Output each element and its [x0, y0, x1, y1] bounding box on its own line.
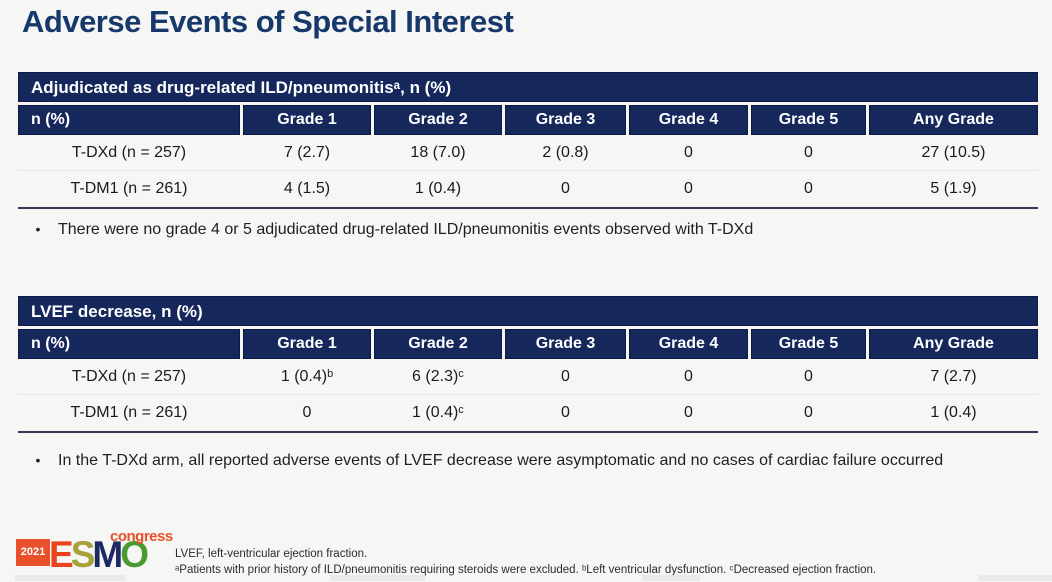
table-header-row: n (%) Grade 1 Grade 2 Grade 3 Grade 4 Gr… [18, 105, 1038, 135]
table-cell: 27 (10.5) [921, 144, 986, 161]
bottom-artifact-bar [15, 575, 125, 581]
page-title: Adverse Events of Special Interest [22, 4, 514, 39]
esmo-wordmark: ESMO [49, 533, 149, 577]
table-cell: 5 (1.9) [930, 180, 977, 197]
column-header-any-grade: Any Grade [869, 105, 1038, 135]
column-header-n-pct: n (%) [18, 329, 240, 359]
bottom-artifact-bar [978, 575, 1052, 581]
column-header-grade-5: Grade 5 [751, 105, 866, 135]
bottom-artifact-bar [642, 575, 700, 581]
table-cell: 0 [684, 180, 693, 197]
column-header-grade-3: Grade 3 [505, 105, 626, 135]
footnote-line: LVEF, left-ventricular ejection fraction… [175, 548, 368, 560]
table-cell: 0 [684, 368, 693, 385]
table-lvef-decrease: LVEF decrease, n (%) n (%) Grade 1 Grade… [18, 296, 1038, 433]
table-cell: 7 (2.7) [283, 144, 331, 161]
table-cell: 1 (0.4)ᵇ [280, 368, 334, 385]
column-header-grade-5: Grade 5 [751, 329, 866, 359]
table-cell: 0 [684, 144, 693, 161]
logo-letter: O [120, 534, 149, 575]
row-label: T-DXd (n = 257) [71, 368, 187, 385]
column-header-grade-2: Grade 2 [374, 105, 502, 135]
bullet-glyph: • [35, 452, 41, 468]
table-cell: 2 (0.8) [542, 144, 589, 161]
table-section-header: LVEF decrease, n (%) [18, 296, 1038, 326]
table-cell: 1 (0.4)ᶜ [412, 404, 464, 421]
column-header-n-pct: n (%) [18, 105, 240, 135]
footer: 2021 ESMO congress LVEF, left-ventricula… [0, 525, 1052, 582]
table-row-tdm1: T-DM1 (n = 261) 4 (1.5) 1 (0.4) 0 0 0 5 … [18, 170, 1038, 206]
table-cell: 0 [804, 144, 813, 161]
table-bottom-divider [18, 207, 1038, 209]
table-row-tdxd: T-DXd (n = 257) 1 (0.4)ᵇ 6 (2.3)ᶜ 0 0 0 … [18, 359, 1038, 394]
logo-congress-label: congress [110, 528, 173, 545]
row-label: T-DM1 (n = 261) [70, 404, 188, 421]
table-cell: 0 [804, 180, 813, 197]
table-cell: 0 [684, 404, 693, 421]
column-header-grade-4: Grade 4 [629, 329, 748, 359]
table-cell: 0 [804, 404, 813, 421]
column-header-grade-2: Grade 2 [374, 329, 502, 359]
row-label: T-DXd (n = 257) [71, 144, 187, 161]
table-ild-pneumonitis: Adjudicated as drug-related ILD/pneumoni… [18, 72, 1038, 209]
table-section-header: Adjudicated as drug-related ILD/pneumoni… [18, 72, 1038, 102]
column-header-grade-1: Grade 1 [243, 105, 371, 135]
column-header-grade-3: Grade 3 [505, 329, 626, 359]
logo-letter: E [49, 534, 74, 575]
table-cell: 0 [302, 404, 312, 421]
bottom-artifact-bar [330, 575, 425, 581]
table-row-tdm1: T-DM1 (n = 261) 0 1 (0.4)ᶜ 0 0 0 1 (0.4) [18, 394, 1038, 430]
row-label: T-DM1 (n = 261) [70, 180, 188, 197]
bullet-glyph: • [35, 221, 41, 237]
footnotes: LVEF, left-ventricular ejection fraction… [175, 546, 876, 578]
column-header-any-grade: Any Grade [869, 329, 1038, 359]
table-header-row: n (%) Grade 1 Grade 2 Grade 3 Grade 4 Gr… [18, 329, 1038, 359]
table-cell: 0 [561, 404, 570, 421]
table-cell: 1 (0.4) [930, 404, 977, 421]
column-header-grade-1: Grade 1 [243, 329, 371, 359]
logo-year-badge: 2021 [16, 539, 50, 566]
note-lvef: • In the T-DXd arm, all reported adverse … [18, 448, 993, 473]
table-cell: 6 (2.3)ᶜ [412, 368, 464, 385]
table-cell: 1 (0.4) [414, 180, 462, 197]
note-text: There were no grade 4 or 5 adjudicated d… [58, 221, 754, 238]
table-cell: 0 [804, 368, 813, 385]
note-text: In the T-DXd arm, all reported adverse e… [58, 452, 944, 469]
table-bottom-divider [18, 431, 1038, 433]
logo-letter: M [92, 534, 123, 575]
table-row-tdxd: T-DXd (n = 257) 7 (2.7) 18 (7.0) 2 (0.8)… [18, 135, 1038, 170]
table-cell: 4 (1.5) [283, 180, 331, 197]
note-ild: • There were no grade 4 or 5 adjudicated … [18, 217, 1018, 242]
table-cell: 18 (7.0) [410, 144, 466, 161]
column-header-grade-4: Grade 4 [629, 105, 748, 135]
table-cell: 0 [561, 180, 570, 197]
logo-letter: S [70, 534, 96, 575]
table-cell: 0 [561, 368, 570, 385]
esmo-congress-logo: 2021 ESMO congress [16, 528, 186, 581]
table-cell: 7 (2.7) [930, 368, 977, 385]
footnote-line: ᵃPatients with prior history of ILD/pneu… [175, 564, 877, 576]
